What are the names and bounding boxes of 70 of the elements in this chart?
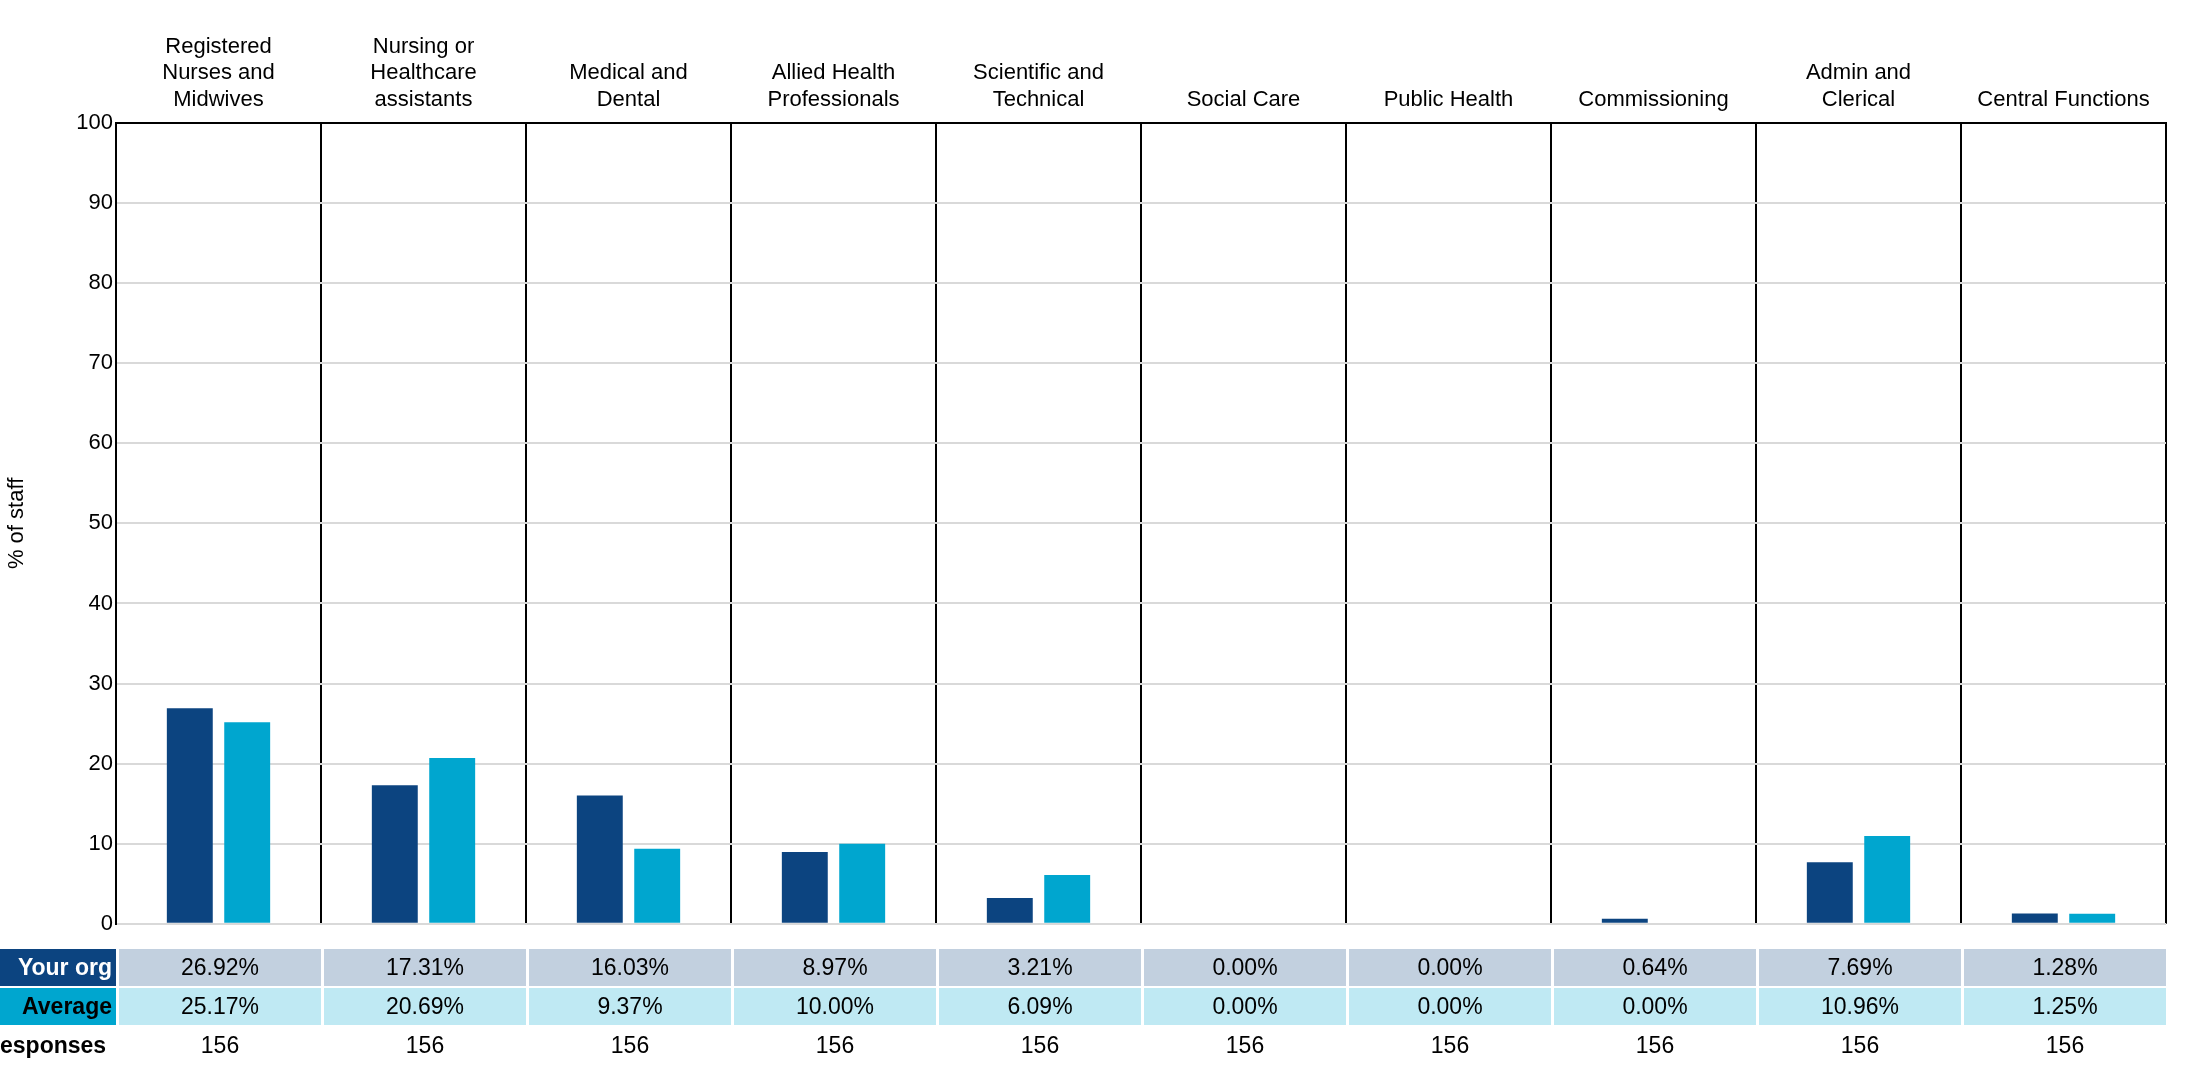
data-label: 0.64% [1554, 949, 1756, 986]
y-tick-label: 70 [88, 349, 113, 375]
bar [2069, 913, 2116, 923]
y-tick-label: 50 [88, 509, 113, 535]
bar [166, 708, 213, 923]
x-tick-label: Social Care [1186, 85, 1301, 111]
bar [576, 795, 623, 923]
data-label: 3.21% [939, 949, 1141, 986]
text: Average [0, 988, 116, 1025]
data-label: 0.00% [1349, 988, 1551, 1025]
text: 156 [1634, 1031, 1676, 1060]
data-label: 7.69% [1759, 949, 1961, 986]
data-label: 0.00% [1349, 949, 1551, 986]
x-tick-label: Medical and Dental [569, 59, 688, 111]
x-tick-label: Registered Nurses and Midwives [162, 33, 275, 111]
x-tick-label: Allied Health Professionals [767, 59, 900, 111]
bar [224, 722, 271, 923]
data-label: 10.00% [734, 988, 936, 1025]
x-tick-label: Commissioning [1578, 85, 1729, 111]
bar [634, 848, 681, 923]
y-tick-label: 30 [88, 669, 113, 695]
text: 156 [1019, 1031, 1061, 1060]
x-tick-label: Public Health [1383, 85, 1514, 111]
data-label: 1.28% [1964, 949, 2166, 986]
text: esponses [0, 1031, 108, 1060]
data-label: 0.00% [1144, 988, 1346, 1025]
data-label: 6.09% [939, 988, 1141, 1025]
data-label: 8.97% [734, 949, 936, 986]
bar [1864, 836, 1911, 923]
text: 156 [199, 1031, 241, 1060]
y-tick-label: 0 [100, 909, 113, 935]
bar [1601, 918, 1648, 923]
bar [2011, 913, 2058, 923]
data-label: 25.17% [119, 988, 321, 1025]
data-label: 1.25% [1964, 988, 2166, 1025]
bar [1806, 862, 1853, 923]
bar [1044, 875, 1091, 923]
text: 156 [2044, 1031, 2086, 1060]
bar [429, 758, 476, 923]
text: 156 [1224, 1031, 1266, 1060]
x-tick-label: Scientific and Technical [973, 59, 1104, 111]
data-label: 26.92% [119, 949, 321, 986]
y-tick-label: 90 [88, 189, 113, 215]
y-tick-label: 20 [88, 749, 113, 775]
bar [986, 898, 1033, 923]
data-label: 16.03% [529, 949, 731, 986]
x-tick-label: Nursing or Healthcare assistants [370, 33, 477, 111]
y-tick-label: 60 [88, 429, 113, 455]
text: 156 [1429, 1031, 1471, 1060]
y-tick-label: 80 [88, 269, 113, 295]
bar [781, 851, 828, 923]
y-tick-label: 100 [76, 109, 113, 135]
data-label: 0.00% [1554, 988, 1756, 1025]
data-label: 0.00% [1144, 949, 1346, 986]
text: Your org [0, 949, 116, 986]
data-label: 9.37% [529, 988, 731, 1025]
x-tick-label: Central Functions [1977, 85, 2150, 111]
text: 156 [1839, 1031, 1881, 1060]
data-label: 20.69% [324, 988, 526, 1025]
text: 156 [814, 1031, 856, 1060]
y-tick-label: 10 [88, 829, 113, 855]
data-label: 17.31% [324, 949, 526, 986]
data-label: 10.96% [1759, 988, 1961, 1025]
y-tick-label: 40 [88, 589, 113, 615]
bar [371, 785, 418, 923]
text: 156 [404, 1031, 446, 1060]
x-tick-label: Admin and Clerical [1805, 59, 1912, 111]
y-axis-title: % of staff [3, 476, 29, 570]
bar [839, 843, 886, 923]
text: 156 [609, 1031, 651, 1060]
